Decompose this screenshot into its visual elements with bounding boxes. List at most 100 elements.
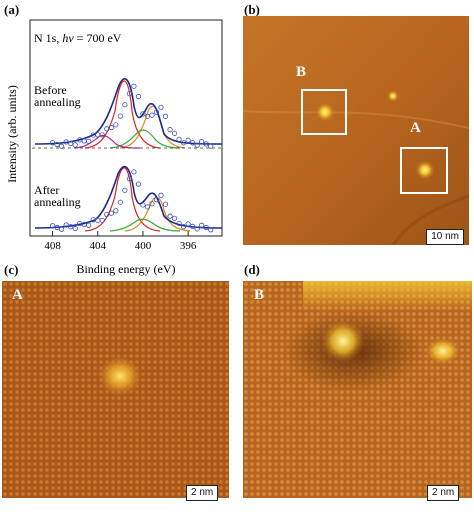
data-point (162, 201, 169, 207)
scale-label-b: 10 nm (426, 229, 464, 245)
data-point (108, 210, 114, 216)
data-point (113, 122, 119, 128)
stm-image-c (2, 281, 229, 498)
x-tick-label: 396 (180, 240, 197, 252)
defect-b-closeup (321, 319, 365, 363)
data-point (122, 187, 128, 193)
before-peak-graphitic (119, 105, 186, 149)
data-point (167, 127, 173, 133)
stm-image-d (243, 281, 472, 498)
x-tick-label: 400 (135, 240, 152, 252)
label-after-2: annealing (34, 195, 81, 209)
data-point (153, 109, 160, 115)
data-point (140, 111, 146, 117)
data-point (158, 192, 164, 198)
data-point (104, 211, 110, 217)
stm-image-b (243, 16, 469, 245)
data-point (122, 102, 128, 108)
data-point (144, 113, 151, 119)
after-envelope (34, 165, 223, 229)
data-point (194, 226, 200, 232)
data-point (126, 91, 132, 97)
data-point (190, 140, 196, 146)
data-point (99, 217, 105, 223)
data-point (203, 141, 209, 147)
data-point (135, 93, 142, 100)
data-point (158, 104, 164, 110)
data-point (167, 213, 173, 219)
label-after-1: After (34, 183, 59, 197)
data-point (54, 224, 60, 231)
scale-label-d: 2 nm (427, 485, 460, 501)
data-point (63, 222, 69, 228)
data-point (149, 201, 155, 207)
data-point (199, 222, 205, 228)
marker-a-closeup: A (12, 287, 23, 303)
data-point (181, 140, 187, 146)
data-point (181, 224, 187, 230)
data-point (131, 83, 137, 89)
data-point (153, 197, 160, 203)
data-point (203, 224, 209, 231)
defect-b (315, 102, 335, 122)
data-point (113, 208, 119, 214)
data-point (135, 181, 142, 187)
before-peak-pyrrolic (109, 129, 181, 149)
box-b (301, 89, 347, 135)
plot-frame (29, 19, 223, 237)
panel-label-a: (a) (4, 2, 20, 17)
data-point (104, 126, 110, 132)
defect-extra (387, 90, 399, 102)
data-point (72, 142, 78, 148)
data-point (171, 215, 178, 221)
x-axis-label: Binding energy (eV) (76, 262, 175, 276)
data-point (208, 143, 214, 149)
x-tick-label: 404 (90, 240, 107, 252)
data-point (108, 124, 114, 131)
box-a (400, 147, 448, 194)
data-point (49, 140, 56, 146)
panel-label-b: (b) (244, 2, 260, 17)
data-point (185, 137, 191, 143)
data-point (144, 204, 151, 210)
data-point (140, 202, 146, 208)
xps-chart: 408 404 400 396 N 1s, hν = 700 eV Before an… (5, 19, 223, 276)
data-point (199, 139, 205, 145)
label-before-1: Before (34, 83, 67, 97)
after-peak-pyrrolic (109, 218, 181, 232)
y-axis-label: Intensity (arb. units) (5, 85, 19, 183)
data-point (86, 138, 92, 144)
data-point (99, 132, 105, 138)
data-point (68, 224, 74, 230)
data-point (59, 226, 65, 232)
scale-label-c: 2 nm (186, 485, 219, 501)
data-point (63, 139, 69, 145)
xps-title: N 1s, hν = 700 eV (34, 31, 122, 45)
data-point (72, 225, 78, 232)
label-before-2: annealing (34, 95, 81, 109)
data-point (117, 113, 123, 119)
defect-a-closeup (98, 356, 142, 396)
data-point (126, 176, 132, 182)
x-ticks: 408 404 400 396 (44, 231, 197, 252)
data-point (176, 220, 182, 227)
before-peak-main (84, 80, 161, 149)
data-point (86, 222, 92, 228)
data-point (171, 130, 178, 136)
data-point (208, 227, 214, 233)
defect-a (415, 160, 435, 180)
marker-b: B (296, 64, 307, 80)
marker-a: A (410, 120, 421, 136)
x-tick-label: 408 (44, 240, 61, 252)
data-point (68, 140, 74, 146)
data-point (162, 113, 169, 119)
panel-label-c: (c) (4, 262, 19, 277)
data-point (176, 136, 182, 142)
data-point (149, 112, 155, 118)
data-point (185, 221, 191, 227)
data-point (131, 169, 137, 175)
data-point (190, 223, 196, 229)
after-data-points (49, 169, 214, 233)
data-point (117, 199, 123, 205)
panel-label-d: (d) (244, 262, 260, 277)
